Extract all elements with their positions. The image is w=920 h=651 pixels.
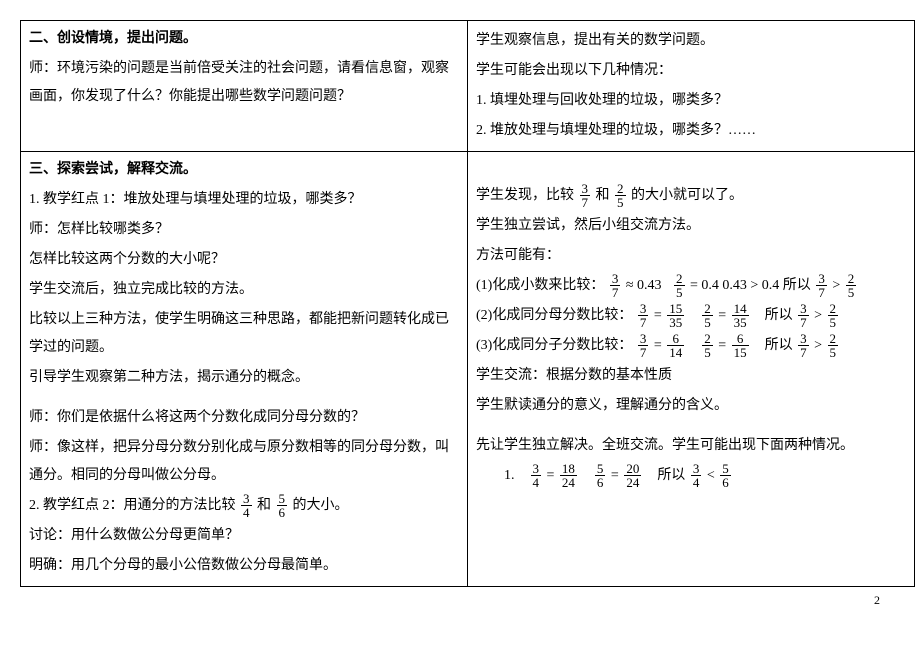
method2-line: (2)化成同分母分数比较： 37 = 1535 25 = 1435 所以 37 … bbox=[476, 302, 906, 330]
text: > bbox=[814, 308, 822, 323]
section3-left: 三、探索尝试，解释交流。 1. 教学红点 1：堆放处理与填埋处理的垃圾，哪类多？… bbox=[21, 152, 468, 587]
text: 学生发现，比较 bbox=[476, 188, 574, 203]
section2-right-line: 学生观察信息，提出有关的数学问题。 bbox=[476, 27, 906, 55]
text: 1. bbox=[504, 468, 515, 483]
method3-line: (3)化成同分子分数比较： 37 = 614 25 = 615 所以 37 > … bbox=[476, 332, 906, 360]
s3-left-line: 师：你们是依据什么将这两个分数化成同分母分数的？ bbox=[29, 404, 459, 432]
s3-right-line-fracs: 学生发现，比较 37 和 25 的大小就可以了。 bbox=[476, 182, 906, 210]
s3-left-line: 1. 教学红点 1：堆放处理与填埋处理的垃圾，哪类多？ bbox=[29, 186, 459, 214]
lesson-table: 二、创设情境，提出问题。 师：环境污染的问题是当前倍受关注的社会问题，请看信息窗… bbox=[20, 20, 915, 587]
text: 2. 教学红点 2：用通分的方法比较 bbox=[29, 498, 236, 513]
section2-right-line: 学生可能会出现以下几种情况： bbox=[476, 57, 906, 85]
s3-right-line: 学生交流：根据分数的基本性质 bbox=[476, 362, 906, 390]
s3-right-line: 方法可能有： bbox=[476, 242, 906, 270]
fraction-3-7: 37 bbox=[638, 302, 649, 329]
s3-left-line: 怎样比较这两个分数的大小呢？ bbox=[29, 246, 459, 274]
section2-right: 学生观察信息，提出有关的数学问题。 学生可能会出现以下几种情况： 1. 填埋处理… bbox=[468, 21, 915, 152]
fraction-2-5: 25 bbox=[828, 302, 839, 329]
spacer bbox=[476, 422, 906, 430]
fraction-3-7: 37 bbox=[798, 302, 809, 329]
text: 所以 bbox=[765, 308, 793, 323]
fraction-2-5: 25 bbox=[615, 182, 626, 209]
spacer bbox=[29, 394, 459, 402]
fraction-3-4: 34 bbox=[241, 492, 252, 519]
fraction-2-5: 25 bbox=[828, 332, 839, 359]
s3-left-line-fracs: 2. 教学红点 2：用通分的方法比较 34 和 56 的大小。 bbox=[29, 492, 459, 520]
section2-heading: 二、创设情境，提出问题。 bbox=[29, 25, 459, 53]
s3-left-line: 师：怎样比较哪类多？ bbox=[29, 216, 459, 244]
fraction-15-35: 1535 bbox=[667, 302, 684, 329]
spacer bbox=[476, 158, 906, 180]
s3-left-line: 引导学生观察第二种方法，揭示通分的概念。 bbox=[29, 364, 459, 392]
section2-left: 二、创设情境，提出问题。 师：环境污染的问题是当前倍受关注的社会问题，请看信息窗… bbox=[21, 21, 468, 152]
text: = bbox=[718, 338, 726, 353]
fraction-3-7: 37 bbox=[610, 272, 621, 299]
fraction-3-7: 37 bbox=[638, 332, 649, 359]
page-number: 2 bbox=[20, 593, 880, 608]
text: (1)化成小数来比较： bbox=[476, 278, 604, 293]
section3-heading: 三、探索尝试，解释交流。 bbox=[29, 156, 459, 184]
text: 所以 bbox=[765, 338, 793, 353]
section2-left-text: 师：环境污染的问题是当前倍受关注的社会问题，请看信息窗，观察画面，你发现了什么？… bbox=[29, 55, 459, 111]
text: = bbox=[547, 468, 555, 483]
fraction-18-24: 1824 bbox=[560, 462, 577, 489]
s3-left-line: 明确：用几个分母的最小公倍数做公分母最简单。 bbox=[29, 552, 459, 580]
section3-right: 学生发现，比较 37 和 25 的大小就可以了。 学生独立尝试，然后小组交流方法… bbox=[468, 152, 915, 587]
fraction-20-24: 2024 bbox=[624, 462, 641, 489]
section2-right-line: 1. 填埋处理与回收处理的垃圾，哪类多？ bbox=[476, 87, 906, 115]
s3-left-line: 师：像这样，把异分母分数分别化成与原分数相等的同分母分数，叫通分。相同的分母叫做… bbox=[29, 434, 459, 490]
fraction-3-7: 37 bbox=[798, 332, 809, 359]
fraction-2-5: 25 bbox=[702, 302, 713, 329]
text: > bbox=[832, 278, 840, 293]
text: = bbox=[718, 308, 726, 323]
method1-line: (1)化成小数来比较： 37 ≈ 0.43 25 = 0.4 0.43 > 0.… bbox=[476, 272, 906, 300]
text: = bbox=[654, 338, 662, 353]
s3-right-line: 学生独立尝试，然后小组交流方法。 bbox=[476, 212, 906, 240]
fraction-3-7: 37 bbox=[580, 182, 591, 209]
text: > bbox=[814, 338, 822, 353]
fraction-2-5: 25 bbox=[702, 332, 713, 359]
fraction-6-14: 614 bbox=[667, 332, 684, 359]
text: = bbox=[654, 308, 662, 323]
s3-left-line: 学生交流后，独立完成比较的方法。 bbox=[29, 276, 459, 304]
fraction-14-35: 1435 bbox=[732, 302, 749, 329]
fraction-6-15: 615 bbox=[732, 332, 749, 359]
text: ≈ 0.43 bbox=[626, 278, 662, 293]
fraction-5-6: 56 bbox=[720, 462, 731, 489]
text: = bbox=[611, 468, 619, 483]
text: 的大小。 bbox=[293, 498, 349, 513]
s3-right-line: 先让学生独立解决。全班交流。学生可能出现下面两种情况。 bbox=[476, 432, 906, 460]
section2-right-line: 2. 堆放处理与填埋处理的垃圾，哪类多？…… bbox=[476, 117, 906, 145]
fraction-5-6: 56 bbox=[277, 492, 288, 519]
s3-left-line: 讨论：用什么数做公分母更简单？ bbox=[29, 522, 459, 550]
fraction-2-5: 25 bbox=[674, 272, 685, 299]
text: < bbox=[707, 468, 715, 483]
case1-line: 1. 34 = 1824 56 = 2024 所以 34 < 56 bbox=[476, 462, 906, 490]
fraction-3-4: 34 bbox=[531, 462, 542, 489]
text: (3)化成同分子分数比较： bbox=[476, 338, 632, 353]
text: (2)化成同分母分数比较： bbox=[476, 308, 632, 323]
fraction-2-5: 25 bbox=[846, 272, 857, 299]
text: = 0.4 0.43 > 0.4 所以 bbox=[690, 278, 811, 293]
text: 所以 bbox=[657, 468, 685, 483]
text: 和 bbox=[257, 498, 271, 513]
s3-left-line: 比较以上三种方法，使学生明确这三种思路，都能把新问题转化成已学过的问题。 bbox=[29, 306, 459, 362]
fraction-5-6: 56 bbox=[595, 462, 606, 489]
fraction-3-4: 34 bbox=[691, 462, 702, 489]
text: 和 bbox=[596, 188, 610, 203]
fraction-3-7: 37 bbox=[816, 272, 827, 299]
s3-right-line: 学生默读通分的意义，理解通分的含义。 bbox=[476, 392, 906, 420]
text: 的大小就可以了。 bbox=[631, 188, 743, 203]
